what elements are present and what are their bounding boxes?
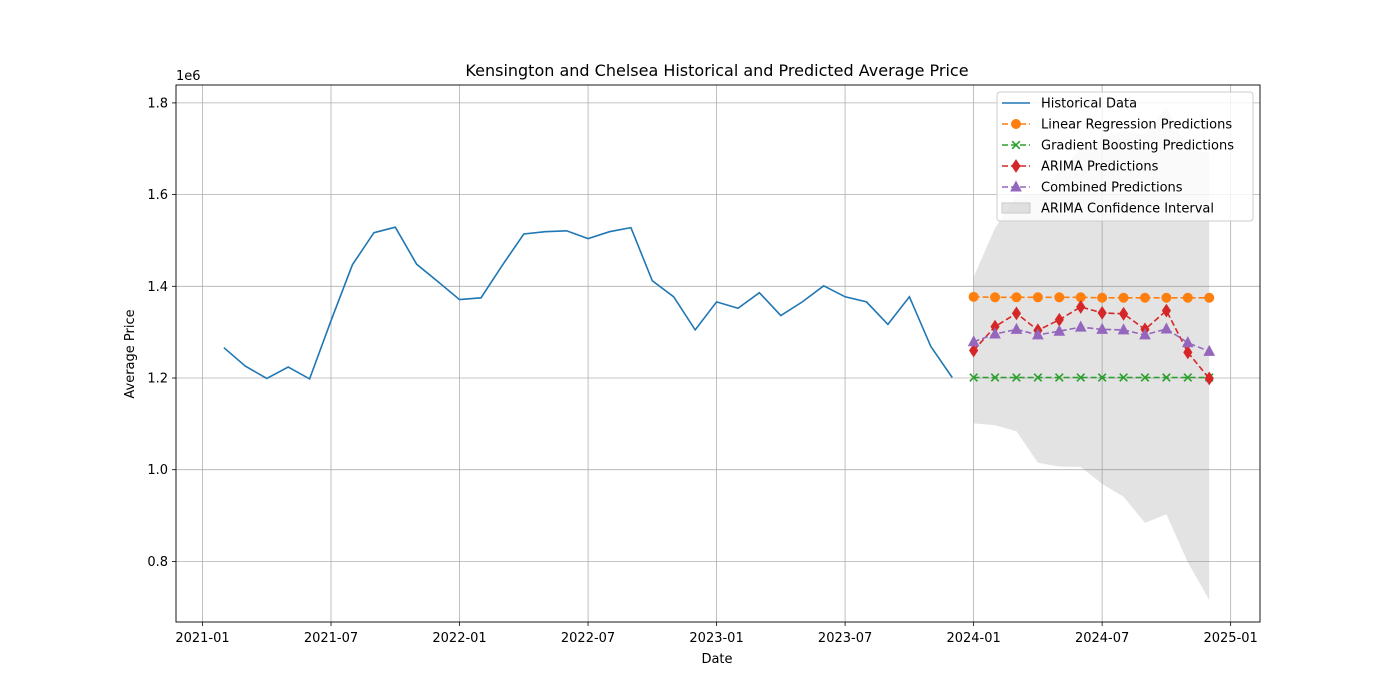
historical-data-line bbox=[223, 226, 953, 381]
gradient-boosting-predictions-marker bbox=[1119, 373, 1128, 382]
legend-label: Combined Predictions bbox=[1041, 181, 1183, 196]
combined-predictions-marker bbox=[967, 335, 980, 347]
x-tick-label: 2021-01 bbox=[175, 631, 229, 646]
y-tick-label: 1.6 bbox=[147, 188, 168, 203]
combined-predictions-marker bbox=[1032, 328, 1044, 340]
legend-label: Gradient Boosting Predictions bbox=[1041, 139, 1234, 154]
linear-regression-predictions-marker bbox=[1139, 292, 1150, 303]
combined-predictions-marker bbox=[1074, 320, 1087, 332]
axes: 2021-01 2021-07 2022-01 2022-07 2023-01 2023-… bbox=[147, 84, 1261, 646]
linear-regression-predictions-marker bbox=[1011, 292, 1022, 303]
linear-regression-predictions-marker bbox=[1054, 292, 1065, 303]
y-offset-label: 1e6 bbox=[176, 69, 201, 84]
gradient-boosting-predictions-marker bbox=[1033, 373, 1043, 382]
linear-regression-predictions-marker bbox=[968, 291, 979, 302]
x-tick-label: 2025-01 bbox=[1203, 631, 1257, 646]
combined-predictions-marker bbox=[1181, 336, 1194, 348]
linear-regression-predictions-marker bbox=[1204, 292, 1215, 303]
combined-predictions-marker bbox=[1053, 324, 1066, 336]
legend-box bbox=[996, 91, 1254, 222]
x-tick-label: 2024-01 bbox=[946, 631, 1000, 646]
legend-marker-combined-predictions bbox=[1010, 180, 1022, 192]
x-tick-label: 2023-07 bbox=[818, 631, 872, 646]
legend-label: Linear Regression Predictions bbox=[1041, 118, 1232, 133]
legend-label: ARIMA Confidence Interval bbox=[1041, 202, 1214, 217]
legend-marker-gradient-boosting-predictions bbox=[1011, 140, 1021, 150]
x-tick-label: 2022-01 bbox=[432, 631, 486, 646]
x-tick-label: 2021-07 bbox=[304, 631, 358, 646]
y-tick-label: 1.8 bbox=[147, 96, 168, 111]
combined-predictions-marker bbox=[989, 327, 1001, 339]
y-tick-label: 0.8 bbox=[147, 555, 168, 570]
y-tick-label: 1.2 bbox=[147, 372, 168, 387]
gradient-boosting-predictions-marker bbox=[1076, 373, 1086, 382]
arima-predictions-marker bbox=[1161, 303, 1172, 318]
legend-marker-linear-regression-predictions bbox=[1011, 119, 1021, 129]
gradient-boosting-predictions-marker bbox=[1054, 373, 1064, 382]
gradient-boosting-predictions-marker bbox=[969, 373, 978, 382]
linear-regression-predictions-marker bbox=[1097, 292, 1108, 303]
combined-predictions-marker bbox=[1203, 344, 1216, 356]
y-tick-label: 1.4 bbox=[147, 280, 168, 295]
arima-predictions-line bbox=[973, 306, 1210, 380]
x-tick-label: 2022-07 bbox=[561, 631, 615, 646]
x-tick-label: 2023-01 bbox=[689, 631, 743, 646]
legend-swatch-confidence-interval bbox=[1001, 202, 1031, 214]
arima-predictions-marker bbox=[1076, 300, 1086, 314]
series-lines bbox=[223, 226, 1216, 386]
arima-predictions-marker bbox=[1118, 306, 1129, 321]
combined-predictions-marker bbox=[1139, 328, 1151, 340]
gradient-boosting-predictions-marker bbox=[1140, 373, 1150, 382]
arima-predictions-marker bbox=[1183, 345, 1193, 360]
combined-predictions-marker bbox=[1010, 322, 1023, 334]
arima-predictions-marker bbox=[1011, 306, 1022, 321]
combined-predictions-marker bbox=[1096, 322, 1108, 334]
gradient-boosting-predictions-marker bbox=[990, 373, 1000, 382]
y-tick-label: 1.0 bbox=[147, 463, 168, 478]
legend-label: Historical Data bbox=[1041, 97, 1137, 112]
legend: Historical Data Linear Regression Predict… bbox=[996, 91, 1254, 222]
arima-predictions-marker bbox=[1204, 371, 1214, 386]
arima-confidence-band bbox=[973, 107, 1210, 600]
linear-regression-predictions-marker bbox=[1161, 292, 1172, 303]
gradient-boosting-predictions-marker bbox=[1012, 373, 1021, 382]
chart-title: Kensington and Chelsea Historical and Pr… bbox=[465, 61, 968, 80]
linear-regression-predictions-marker bbox=[1032, 292, 1043, 303]
linear-regression-predictions-marker bbox=[990, 292, 1001, 303]
linear-regression-predictions-marker bbox=[1118, 292, 1129, 303]
plot-frame bbox=[175, 84, 1261, 623]
x-tick-label: 2024-07 bbox=[1075, 631, 1129, 646]
gradient-boosting-predictions-marker bbox=[1183, 373, 1193, 382]
arima-predictions-marker bbox=[1097, 305, 1107, 320]
gradient-boosting-predictions-marker bbox=[1162, 373, 1171, 382]
arima-predictions-marker bbox=[969, 343, 979, 358]
linear-regression-predictions-marker bbox=[1182, 292, 1193, 303]
confidence-interval-band bbox=[973, 107, 1210, 600]
legend-marker-arima-predictions bbox=[1011, 159, 1021, 173]
combined-predictions-marker bbox=[1117, 323, 1130, 335]
y-axis-label: Average Price bbox=[123, 309, 138, 398]
legend-label: ARIMA Predictions bbox=[1041, 160, 1159, 175]
gradient-boosting-predictions-marker bbox=[1097, 373, 1107, 382]
combined-predictions-marker bbox=[1160, 322, 1173, 334]
x-axis-label: Date bbox=[701, 652, 732, 667]
